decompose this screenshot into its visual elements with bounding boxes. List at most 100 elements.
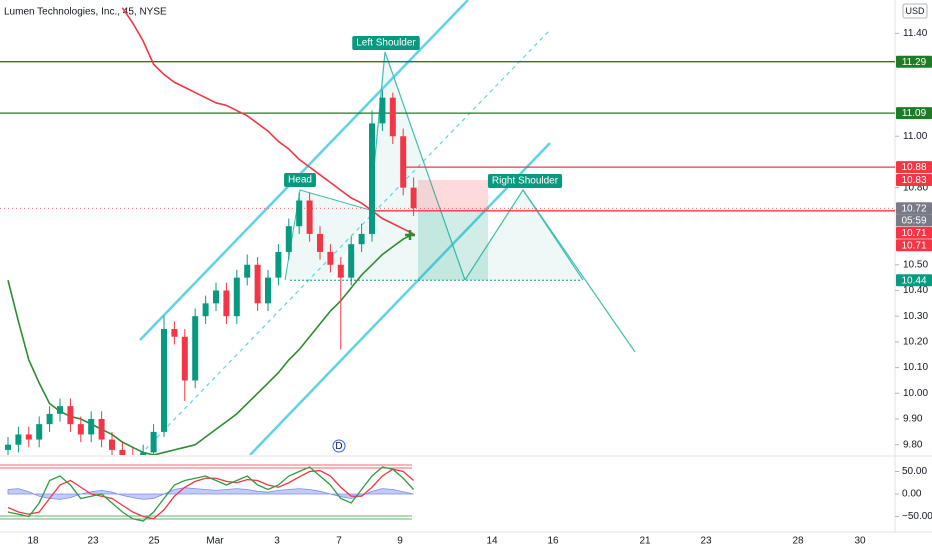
price-tag [896,173,932,186]
moving-average [121,7,414,235]
x-tick-label: 28 [792,536,804,547]
candle-body [181,336,188,381]
candle-body [358,233,365,245]
candle-body [88,419,95,435]
candle-body [410,187,417,209]
candle-body [140,452,147,455]
candle-body [389,97,396,137]
y-tick-label: 11.00 [903,131,928,142]
right-shoulder-edge [522,189,584,281]
candle-body [109,439,115,450]
candle-body [46,413,53,425]
x-tick-label: 23 [87,536,99,547]
osc-line [7,466,415,522]
price-tag [896,107,932,120]
price-tag-label: 10.71 [901,240,926,251]
y-tick-label: 10.10 [903,362,928,373]
dividend-marker [332,439,346,453]
price-tag [896,161,932,174]
candle-body [244,264,251,278]
y-tick-label: 9.90 [903,414,923,425]
currency-box[interactable] [902,3,928,19]
candle-body [171,329,178,337]
currency: USD [905,6,925,16]
x-tick-label: 16 [547,536,559,547]
pattern-label-box [487,174,563,188]
candle-body [5,444,11,450]
candle-body [15,434,22,445]
pattern-label: Right Shoulder [492,176,559,187]
x-tick-label: 21 [639,536,651,547]
candle-body [119,449,126,455]
candle-body [223,290,230,317]
candle-body [400,136,407,188]
y-tick-label: 11.40 [903,28,928,39]
candle-body [36,424,43,440]
candle-body [369,123,375,234]
channel-mid [139,29,551,455]
x-tick-label: 25 [148,536,160,547]
x-tick-label: 23 [700,536,712,547]
candle-body [213,290,219,304]
y-tick-label: 10.40 [903,285,928,296]
x-tick-label: 30 [854,536,866,547]
candle-body [150,431,157,453]
pattern-label-box [352,36,420,50]
channel-top [139,0,469,341]
pattern-label-box [284,173,316,187]
price-tag [896,239,932,252]
candle-body [285,226,292,252]
price-tag-label: 10.72 [901,203,926,214]
candle-body [327,251,334,265]
osc-area [7,487,414,500]
candle-body [348,244,355,278]
candle-body [67,406,74,425]
osc-tick-label: 50.00 [902,466,927,477]
y-tick-label: 10.20 [903,337,928,348]
countdown-tag [896,214,932,227]
candle-body [161,329,167,432]
x-tick-label: 3 [274,536,280,547]
candle-body [265,277,271,304]
candle-body [254,264,261,304]
y-tick-label: 10.50 [903,259,928,270]
y-tick-label: 10.00 [903,388,928,399]
pattern-label: Left Shoulder [356,38,416,49]
price-tag-label: 10.44 [901,275,926,286]
candle-body [25,434,32,440]
price-tag-label: 10.88 [901,162,926,173]
y-tick-label: 9.80 [903,439,923,450]
candle-body [296,200,303,227]
y-tick-label: 10.80 [903,182,928,193]
candle-body [317,233,323,252]
candle-body [233,277,240,317]
x-tick-label: 7 [336,536,342,547]
stop-zone [418,179,488,211]
x-tick-label: 18 [27,536,39,547]
candle-body [379,97,386,124]
osc-tick-label: −50.00 [902,511,932,522]
price-tag [896,226,932,239]
right-shoulder-shade [465,190,583,280]
candle-body [275,251,282,278]
dividend-label: D [335,441,342,452]
cross-marker [405,230,415,240]
price-tag [896,55,932,68]
price-tag [896,202,932,215]
candle-body [57,406,63,414]
candle-body [306,200,313,234]
candle-body [202,303,209,317]
pattern-label: Head [288,175,312,186]
x-tick-label: Mar [206,536,224,547]
candle-body [77,424,84,435]
candle-body [337,264,344,278]
chart-title: Lumen Technologies, Inc., 45, NYSE [4,7,167,18]
y-tick-label: 10.30 [903,311,928,322]
left-shoulder-shade [285,190,370,280]
moving-average [7,233,414,455]
target-zone [418,210,488,281]
price-tag [896,274,932,287]
x-tick-label: 9 [397,536,403,547]
